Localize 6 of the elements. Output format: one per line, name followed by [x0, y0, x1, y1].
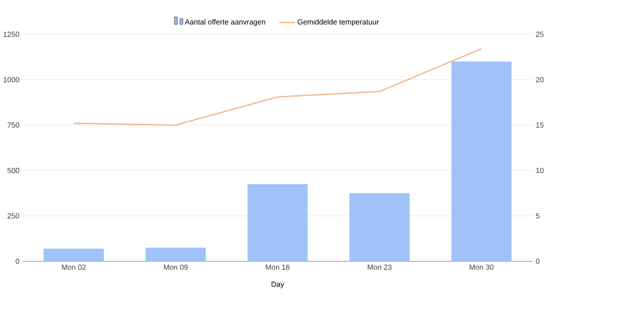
- bar: [146, 248, 206, 262]
- bar: [349, 193, 410, 262]
- bar: [451, 62, 512, 262]
- line-series: [73, 48, 482, 126]
- bar: [44, 248, 104, 262]
- bar: [247, 184, 308, 262]
